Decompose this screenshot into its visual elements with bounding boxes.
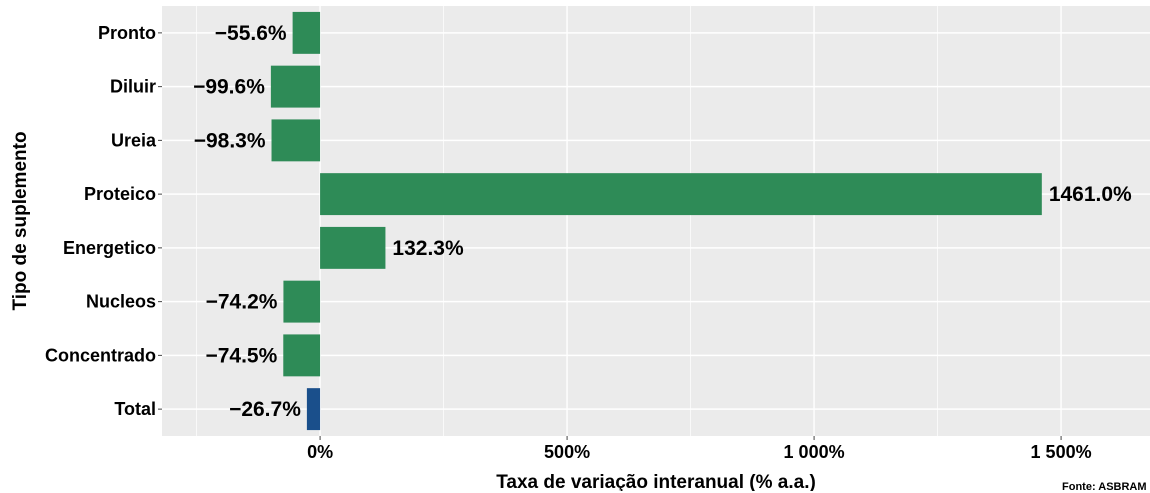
bar-diluir xyxy=(270,65,321,108)
y-tick-label: Diluir xyxy=(110,77,156,97)
y-axis-title: Tipo de suplemento xyxy=(10,131,31,310)
bar-value-label: −26.7% xyxy=(229,398,301,421)
bar-ureia xyxy=(271,119,321,162)
plot-panel xyxy=(162,6,1150,436)
bar-value-label: −99.6% xyxy=(193,76,265,99)
bar-pronto xyxy=(292,11,321,54)
bar-proteico xyxy=(320,173,1042,216)
y-tick-label: Concentrado xyxy=(45,345,156,365)
x-axis-title: Taxa de variação interanual (% a.a.) xyxy=(496,472,816,491)
bar-value-label: −74.2% xyxy=(206,291,278,314)
bar-value-label: −55.6% xyxy=(215,22,287,45)
y-tick-label: Pronto xyxy=(98,23,156,43)
bar-energetico xyxy=(320,226,386,269)
x-tick-label: 500% xyxy=(544,442,590,462)
y-tick-label: Ureia xyxy=(111,130,157,150)
bar-concentrado xyxy=(283,334,321,377)
y-tick-label: Nucleos xyxy=(86,292,156,312)
bars xyxy=(270,11,1042,431)
x-tick-label: 1 500% xyxy=(1031,442,1092,462)
bar-labels: −55.6% −99.6% −98.3% 1461.0% 132.3% −74.2% −74… xyxy=(193,22,1132,421)
bar-value-label: −98.3% xyxy=(194,129,266,152)
bar-value-label: 132.3% xyxy=(392,237,464,260)
y-axis: Pronto Diluir Ureia Proteico Energetico Nucle… xyxy=(45,23,162,419)
x-tick-label: 0% xyxy=(307,442,333,462)
bar-value-label: 1461.0% xyxy=(1049,183,1132,206)
grid-major xyxy=(162,6,1150,436)
y-tick-label: Proteico xyxy=(84,184,156,204)
y-tick-label: Energetico xyxy=(63,238,156,258)
bar-value-label: −74.5% xyxy=(205,344,277,367)
x-axis: 0% 500% 1 000% 1 500% xyxy=(307,436,1092,462)
source-caption: Fonte: ASBRAM xyxy=(1062,481,1147,493)
bar-nucleos xyxy=(283,280,321,323)
grid-minor xyxy=(196,6,938,436)
bar-total xyxy=(306,388,321,431)
x-tick-label: 1 000% xyxy=(784,442,845,462)
y-tick-label: Total xyxy=(114,399,156,419)
